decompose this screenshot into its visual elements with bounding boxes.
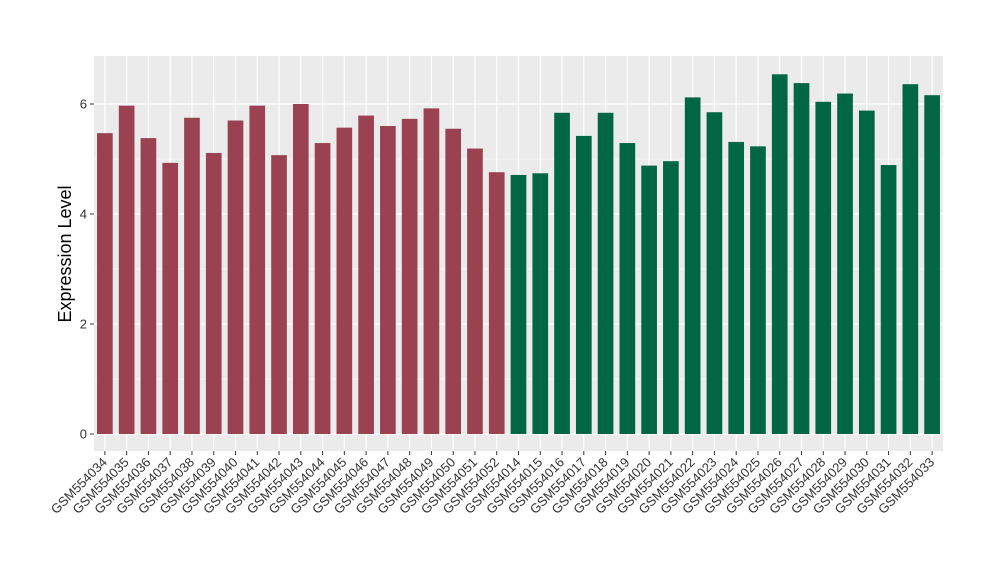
bar-GSM554051 [467,148,483,435]
bar-GSM554032 [902,84,919,434]
bar-GSM554043 [292,104,309,434]
bar-GSM554044 [314,143,331,435]
bars [97,74,940,435]
bar-GSM554024 [728,141,745,434]
bar-GSM554031 [880,165,897,435]
bar-GSM554040 [227,120,244,434]
bar-GSM554030 [858,110,875,434]
bar-GSM554037 [162,162,179,434]
bar-GSM554048 [401,118,418,434]
y-tick-label: 2 [80,317,87,332]
y-axis-title: Expression Level [55,185,75,322]
y-tick-label: 6 [80,97,87,112]
x-axis: GSM554034GSM554035GSM554036GSM554037GSM5… [48,451,937,517]
bar-GSM554020 [641,165,657,434]
bar-GSM554035 [118,105,135,435]
bar-GSM554045 [336,127,353,435]
bar-GSM554039 [205,152,222,434]
bar-GSM554027 [793,83,810,434]
bar-GSM554034 [97,133,113,434]
bar-GSM554016 [554,112,570,435]
bar-GSM554029 [837,93,853,435]
bar-GSM554046 [358,115,374,435]
bar-GSM554014 [510,174,527,434]
bar-GSM554018 [597,112,614,435]
bar-GSM554017 [575,135,592,434]
bar-GSM554025 [750,146,766,434]
bar-GSM554036 [140,138,157,434]
y-tick-label: 4 [80,207,87,222]
bar-GSM554052 [488,172,505,434]
y-tick-label: 0 [80,427,87,442]
bar-GSM554049 [423,108,440,435]
bar-GSM554021 [663,161,679,434]
bar-GSM554015 [532,173,549,435]
bar-GSM554023 [706,112,723,434]
bar-GSM554047 [380,126,396,434]
bar-GSM554042 [271,155,287,434]
bar-GSM554019 [619,143,636,435]
bar-GSM554033 [924,95,940,434]
bar-GSM554022 [684,97,701,435]
bar-GSM554050 [445,128,462,434]
bar-GSM554028 [815,101,832,435]
bar-GSM554038 [184,117,200,434]
bar-GSM554041 [249,105,266,435]
y-axis: 0 2 4 6 [80,97,94,442]
bar-GSM554026 [771,74,788,435]
